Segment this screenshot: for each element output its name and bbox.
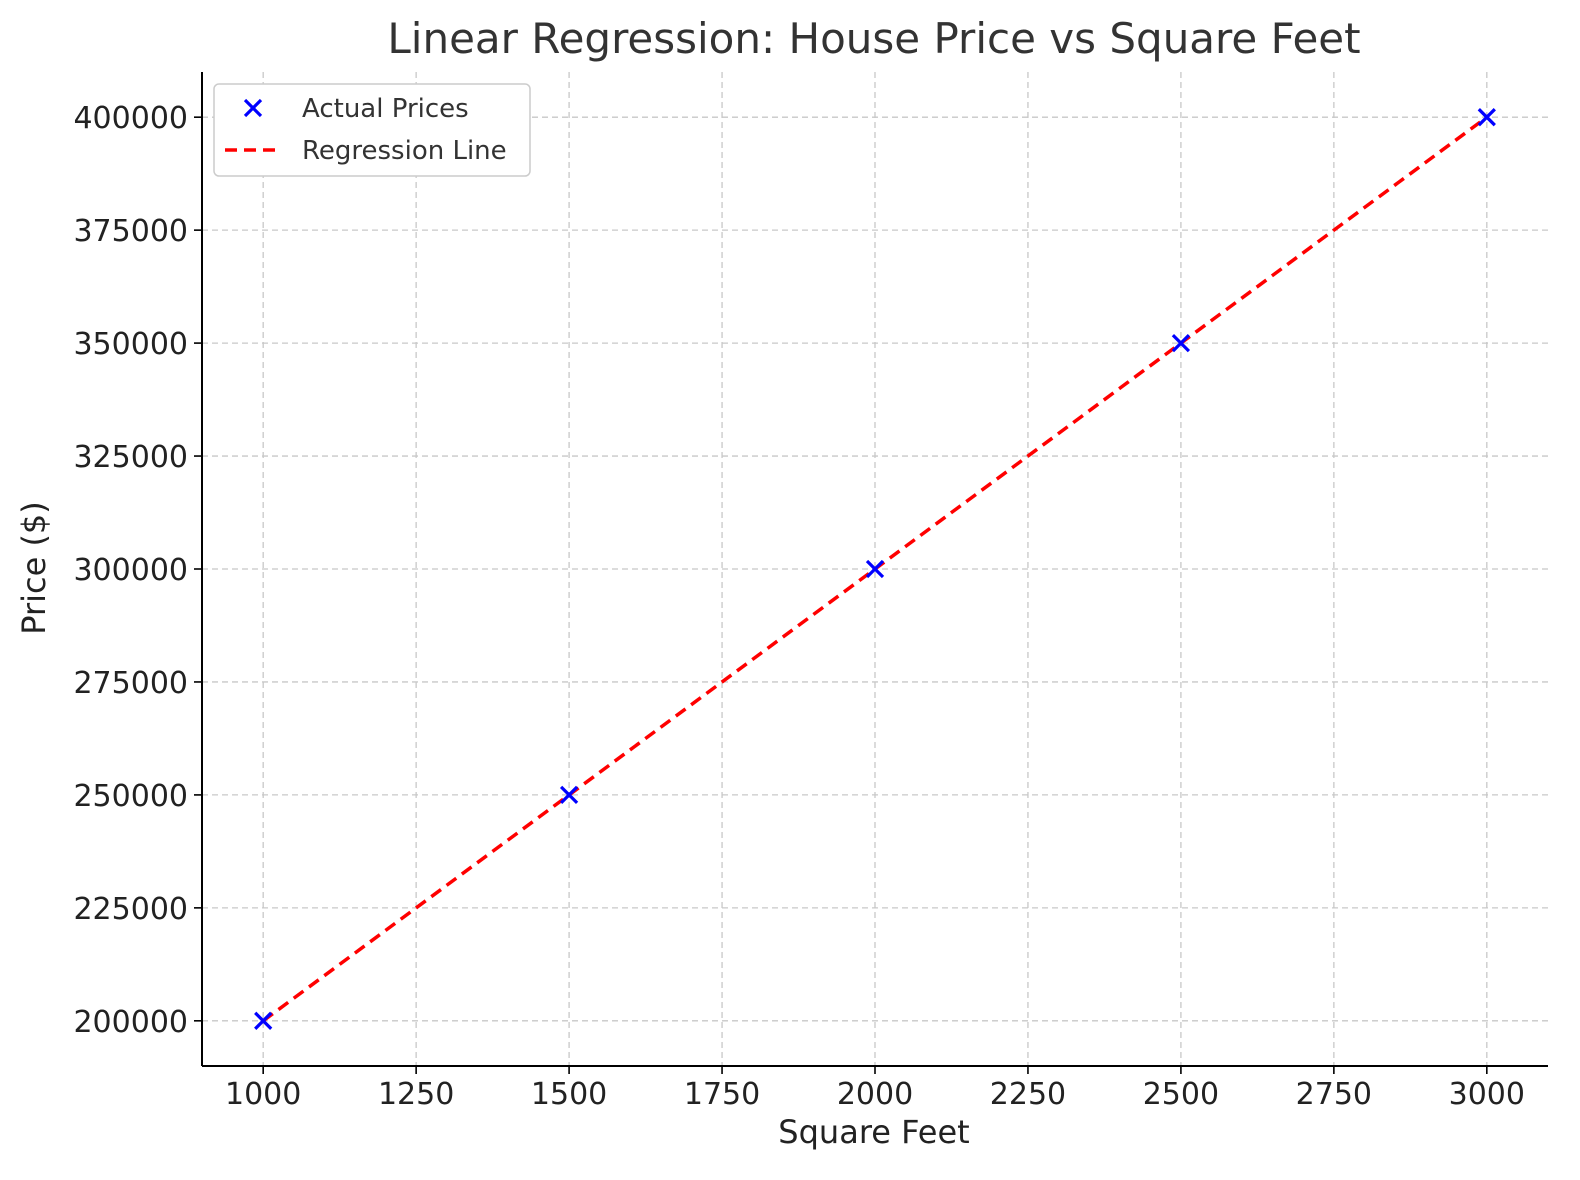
data-point-marker xyxy=(865,559,885,579)
y-tick-label: 200000 xyxy=(73,1005,188,1040)
x-tick-label: 3000 xyxy=(1449,1077,1525,1112)
data-point-marker xyxy=(1171,333,1191,353)
y-tick-label: 250000 xyxy=(73,779,188,814)
y-tick-label: 275000 xyxy=(73,666,188,701)
axes: 1000 1250 1500 1750 2000 2250 2500 2750 3000 2000… xyxy=(73,72,1548,1112)
data-point-marker xyxy=(254,1011,273,1030)
y-axis-label: Price ($) xyxy=(15,501,53,635)
marker-stroke xyxy=(1171,333,1191,353)
x-tick-label: 1500 xyxy=(531,1077,607,1112)
x-tick-label: 1250 xyxy=(378,1077,454,1112)
y-tick-label: 375000 xyxy=(73,214,188,249)
legend: Actual Prices Regression Line xyxy=(213,83,531,177)
y-tick-label: 350000 xyxy=(73,327,188,362)
x-tick-label: 1000 xyxy=(225,1077,301,1112)
legend-item: Regression Line xyxy=(225,136,507,166)
legend-label: Actual Prices xyxy=(302,94,469,124)
marker-stroke xyxy=(865,559,885,579)
legend-item: Actual Prices xyxy=(243,94,469,124)
x-tick-label: 2750 xyxy=(1296,1077,1372,1112)
y-tick-label: 325000 xyxy=(73,440,188,475)
marker-stroke xyxy=(559,785,579,805)
x-tick-label: 2500 xyxy=(1143,1077,1219,1112)
y-tick-label: 300000 xyxy=(73,553,188,588)
legend-marker xyxy=(243,98,263,118)
x-tick-label: 2000 xyxy=(837,1077,913,1112)
y-tick-label: 400000 xyxy=(73,101,188,136)
plot-area xyxy=(254,108,1496,1030)
data-point-marker xyxy=(1477,108,1496,127)
marker-stroke xyxy=(1477,108,1496,127)
data-point-marker xyxy=(559,785,579,805)
x-axis-label: Square Feet xyxy=(778,1113,969,1151)
marker-stroke xyxy=(254,1011,273,1030)
x-tick-label: 1750 xyxy=(684,1077,760,1112)
legend-box xyxy=(213,83,531,177)
chart-title: Linear Regression: House Price vs Square… xyxy=(387,14,1360,63)
y-tick-label: 225000 xyxy=(73,892,188,927)
x-tick-label: 2250 xyxy=(990,1077,1066,1112)
legend-label: Regression Line xyxy=(302,136,507,166)
